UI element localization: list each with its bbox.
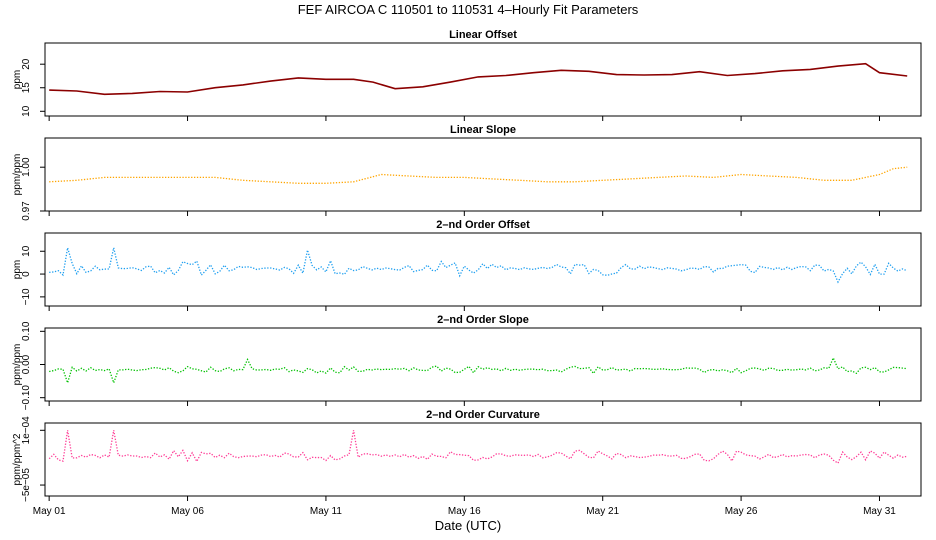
plot-frame [44, 327, 922, 402]
panel-3: 2–nd Order Offset −10 0 10 ppm [12, 219, 922, 311]
x-axis-label: Date (UTC) [435, 518, 501, 533]
panel-title: 2–nd Order Slope [437, 314, 529, 326]
y-axis-label: ppm [12, 260, 23, 279]
y-tick-label: 10 [21, 105, 32, 117]
y-tick-label: 10 [21, 245, 32, 257]
y-tick-label: 0.10 [21, 321, 32, 341]
series-line [48, 430, 908, 465]
panel-title: Linear Slope [450, 124, 516, 136]
x-tick-label: May 06 [171, 506, 204, 517]
y-axis-label: ppm/ppm^2 [12, 433, 23, 485]
x-tick-label: May 11 [310, 506, 342, 517]
y-tick-label: 1e−04 [21, 416, 32, 445]
y-tick-label: 20 [21, 58, 32, 70]
series-line [49, 166, 908, 184]
series-line [49, 62, 908, 96]
y-tick-label: −5e−05 [21, 468, 32, 502]
x-tick-label: May 31 [863, 506, 896, 517]
panel-title: 2–nd Order Offset [436, 219, 530, 231]
y-axis-label: ppm [12, 70, 23, 89]
series-line [49, 356, 908, 385]
y-axis-label: ppm/ppm [12, 154, 23, 196]
panel-title: 2–nd Order Curvature [426, 409, 540, 421]
y-tick-label: 15 [21, 82, 32, 94]
plot-frame [44, 422, 922, 497]
x-tick-label: May 16 [448, 506, 481, 517]
panel-title: Linear Offset [449, 29, 517, 41]
x-axis: May 01 May 06 May 11 May 16 May 21 May 26 May … [33, 506, 897, 517]
y-tick-label: 1.00 [21, 157, 32, 177]
chart-title: FEF AIRCOA C 110501 to 110531 4–Hourly F… [298, 2, 639, 17]
x-tick-label: May 01 [33, 506, 66, 517]
series-line [49, 247, 908, 284]
x-tick-label: May 26 [725, 506, 758, 517]
y-tick-label: 0.97 [21, 201, 32, 221]
x-tick-label: May 21 [586, 506, 619, 517]
y-tick-label: −0.10 [21, 385, 32, 411]
plot-frame [44, 232, 922, 307]
plot-frame [44, 42, 922, 117]
y-tick-label: 0.00 [21, 354, 32, 374]
panel-4: 2–nd Order Slope −0.10 0.00 0.10 ppm/ppm [12, 314, 922, 411]
y-tick-label: −10 [21, 288, 32, 305]
plot-frame [44, 137, 922, 212]
y-axis-label: ppm/ppm [12, 344, 23, 386]
y-tick-label: 0 [21, 271, 32, 277]
